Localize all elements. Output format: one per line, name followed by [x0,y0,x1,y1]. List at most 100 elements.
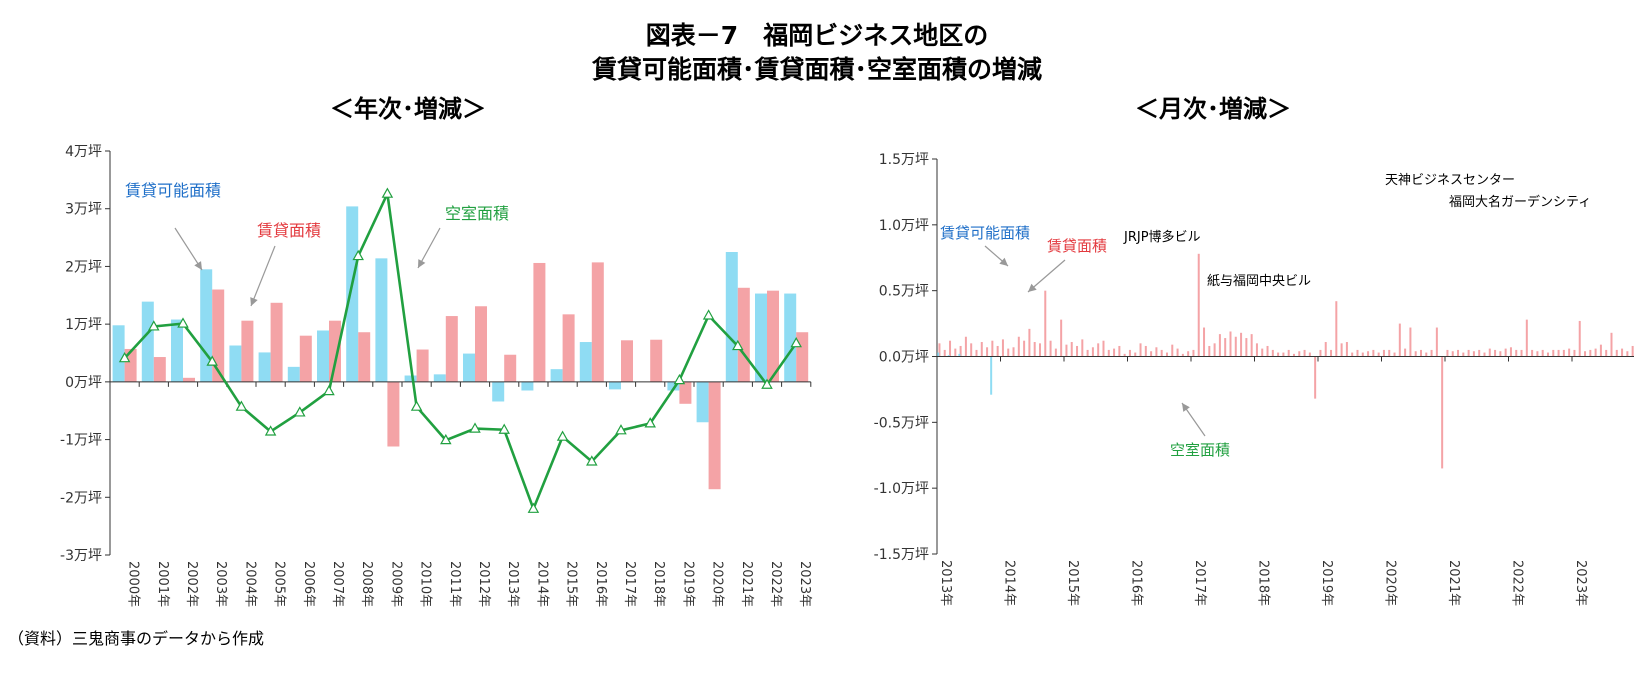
monthly-leased-bar [1049,340,1052,357]
annual-x-tick-label: 2005年 [272,561,287,607]
monthly-leased-bar [1155,347,1158,357]
annual-x-tick-label: 2001年 [155,561,170,607]
annual-leased-bar [475,306,487,382]
annual-leased-bar [387,381,400,447]
annual-x-tick-label: 2021年 [739,561,754,607]
annual-vacant-point [352,249,364,261]
monthly-leased-bar [1345,342,1348,357]
monthly-leased-bar [1086,349,1089,357]
monthly-label-leased: 賃貸面積 [1047,237,1107,255]
monthly-leased-bar [1377,352,1380,357]
monthly-leased-bar [1165,352,1168,357]
monthly-leased-bar [1118,345,1121,357]
annual-rentable-bar [112,325,125,382]
monthly-leased-bar [1478,349,1481,357]
monthly-leased-bar [1462,352,1465,357]
monthly-leased-bar [1361,352,1364,357]
monthly-leased-bar [986,347,989,357]
monthly-leased-bar [1451,351,1454,357]
monthly-leased-bar [1255,343,1258,357]
monthly-x-tick-label: 2022年 [1510,560,1525,606]
monthly-y-tick-label: 0.0万坪 [879,350,929,366]
monthly-leased-bar [1076,345,1079,357]
monthly-x-tick-label: 2020年 [1383,560,1398,606]
monthly-leased-bar [1203,327,1206,357]
monthly-leased-bar [1218,334,1221,357]
annual-rentable-bar [404,375,417,382]
monthly-leased-bar [1070,342,1073,357]
monthly-leased-bar [1446,349,1449,357]
monthly-rentable-bar [958,353,961,357]
monthly-leased-bar [975,349,978,357]
monthly-leased-bar [1113,348,1116,357]
monthly-leased-bar [1499,351,1502,357]
monthly-leased-bar [1234,336,1237,357]
monthly-leased-bar [1631,345,1634,357]
monthly-leased-bar [1488,348,1491,357]
annual-label-vacant: 空室面積 [445,204,509,223]
monthly-label-tenjin-bc: 天神ビジネスセンター [1385,173,1515,188]
monthly-leased-bar [1541,349,1544,357]
annual-rentable-bar [229,345,242,382]
monthly-y-tick-label: -1.5万坪 [874,547,929,563]
monthly-leased-bar [1435,327,1438,357]
annual-x-tick-label: 2014年 [534,561,549,607]
monthly-leased-bar [1065,344,1068,357]
monthly-arrow-vacant-head [1182,403,1190,412]
annual-arrow-leased-head [250,297,258,306]
annual-rentable-bar [171,319,183,382]
monthly-leased-bar [1509,347,1512,357]
monthly-leased-bar [964,336,967,357]
monthly-leased-bar [1552,349,1555,357]
monthly-chart-subtitle: ＜月次･増減＞ [1135,95,1291,123]
monthly-rentable-bar [947,355,950,357]
monthly-leased-bar [1525,319,1528,357]
annual-x-tick-label: 2009年 [388,561,403,607]
annual-x-tick-label: 2002年 [184,561,199,607]
annual-leased-bar [796,332,809,382]
annual-vacant-point [235,400,248,411]
annual-rentable-bar [755,293,767,382]
monthly-x-tick-label: 2014年 [1002,560,1017,606]
annual-x-tick-label: 2016年 [593,561,608,607]
annual-rentable-bar [141,301,154,382]
annual-leased-bar [183,377,195,382]
monthly-y-tick-label: 1.5万坪 [879,152,929,168]
annual-y-tick-label: 0万坪 [65,375,102,391]
monthly-leased-bar [1282,352,1285,357]
monthly-leased-bar [1568,348,1571,357]
monthly-x-tick-label: 2015年 [1065,560,1080,606]
monthly-leased-bar [1102,340,1105,357]
annual-y-tick-label: 1万坪 [65,317,102,333]
annual-leased-bar [533,262,546,382]
annual-x-tick-label: 2020年 [710,561,725,607]
monthly-leased-bar [1531,349,1534,357]
monthly-leased-bar [943,349,946,357]
annual-leased-bar [329,320,341,382]
monthly-leased-bar [1229,331,1232,357]
monthly-x-tick-label: 2016年 [1129,560,1144,606]
monthly-leased-bar [1224,338,1227,357]
monthly-leased-bar [1144,345,1147,357]
annual-rentable-bar [521,381,534,391]
monthly-leased-bar [991,340,994,357]
monthly-x-tick-label: 2019年 [1319,560,1334,606]
annual-vacant-point [206,355,218,366]
chart-title-line2: 賃貸可能面積･賃貸面積･空室面積の増減 [591,55,1042,84]
annual-vacant-point [294,406,306,417]
monthly-leased-bar [1615,349,1618,357]
monthly-leased-bar [1546,352,1549,357]
monthly-leased-bar [1023,340,1026,357]
monthly-leased-bar [1139,343,1142,357]
annual-vacant-point [498,423,510,434]
annual-vacant-point [732,339,744,351]
monthly-leased-bar [1176,348,1179,357]
annual-leased-bar [562,314,575,382]
monthly-leased-bar [1594,348,1597,357]
monthly-leased-bar [1467,349,1470,357]
monthly-leased-bar [1372,349,1375,357]
monthly-leased-bar [1261,348,1264,357]
annual-rentable-bar [258,352,271,382]
monthly-leased-bar [1409,327,1412,357]
annual-rentable-bar [725,252,738,382]
